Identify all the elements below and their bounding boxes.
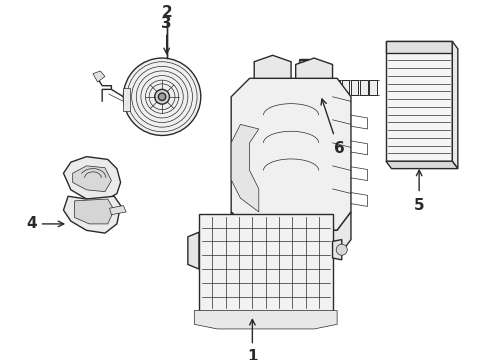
Polygon shape [369, 80, 377, 95]
Circle shape [123, 58, 201, 135]
Polygon shape [199, 214, 333, 311]
Text: 6: 6 [334, 141, 344, 156]
Polygon shape [123, 87, 130, 111]
Text: 2: 2 [161, 5, 172, 21]
Polygon shape [386, 161, 458, 168]
Polygon shape [386, 41, 452, 161]
Polygon shape [254, 55, 291, 78]
Circle shape [158, 93, 166, 100]
Polygon shape [231, 125, 259, 212]
Polygon shape [73, 166, 111, 192]
Polygon shape [195, 311, 337, 329]
Polygon shape [74, 199, 114, 224]
Polygon shape [386, 41, 452, 53]
Polygon shape [342, 80, 349, 95]
Polygon shape [231, 78, 351, 230]
Text: 3: 3 [161, 15, 172, 31]
Circle shape [298, 61, 306, 68]
Polygon shape [231, 212, 351, 258]
Text: 5: 5 [414, 198, 424, 213]
Polygon shape [351, 80, 358, 95]
Polygon shape [333, 80, 340, 95]
Polygon shape [110, 206, 126, 215]
Polygon shape [360, 80, 368, 95]
Polygon shape [188, 232, 199, 269]
Polygon shape [64, 196, 121, 233]
Text: 4: 4 [26, 216, 37, 231]
Polygon shape [93, 71, 105, 82]
Polygon shape [452, 41, 458, 168]
Text: 1: 1 [247, 349, 258, 360]
Circle shape [155, 89, 170, 104]
Polygon shape [295, 58, 333, 78]
Circle shape [300, 63, 304, 66]
Polygon shape [333, 239, 342, 260]
Circle shape [336, 244, 347, 255]
Polygon shape [64, 157, 121, 201]
